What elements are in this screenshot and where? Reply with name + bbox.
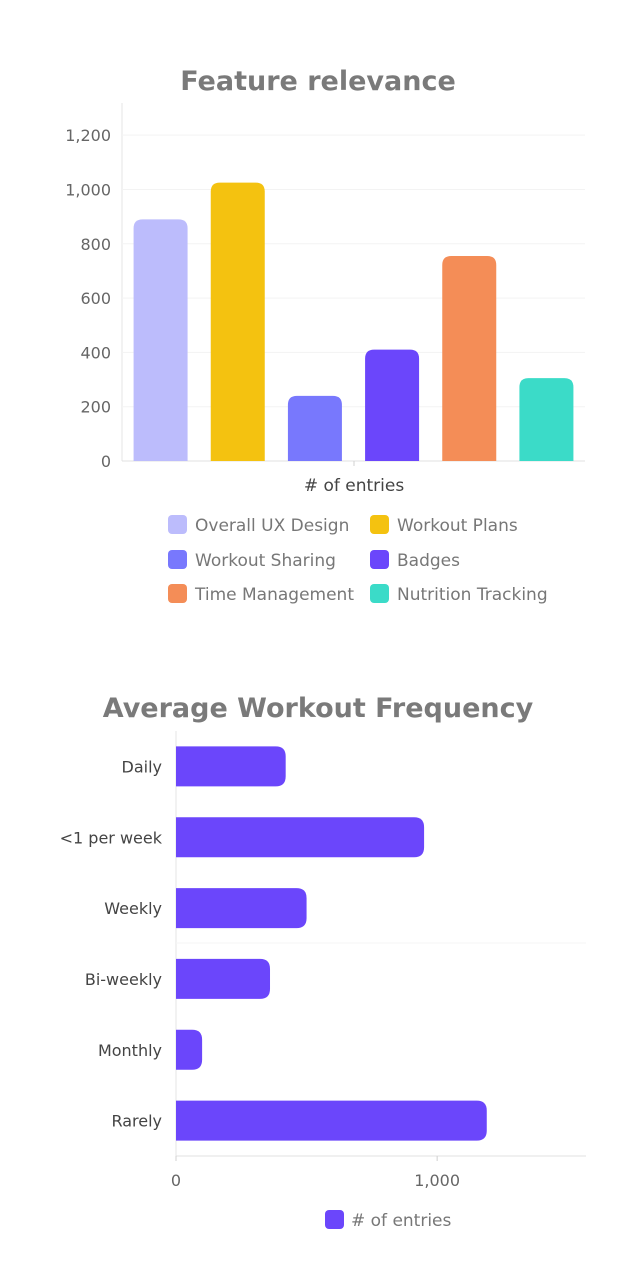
bar-time-management [442, 255, 497, 461]
bar-badges [365, 349, 420, 461]
y-tick-label: 600 [80, 289, 111, 308]
bar-workout-plans [210, 182, 265, 461]
y-tick-label: 200 [80, 398, 111, 417]
y-tick-label: Weekly [104, 899, 162, 918]
legend-label: Time Management [194, 585, 354, 605]
legend-label: Workout Plans [397, 516, 518, 536]
bar-workout-sharing [287, 395, 342, 461]
legend-swatch [168, 550, 187, 569]
y-tick-label: Rarely [111, 1112, 162, 1131]
legend-label: Badges [397, 551, 460, 571]
y-tick-label: 800 [80, 235, 111, 254]
y-tick-label: <1 per week [60, 828, 163, 847]
y-tick-label: Monthly [98, 1041, 162, 1060]
legend-swatch [168, 515, 187, 534]
bar-weekly [176, 888, 307, 929]
legend-label: Nutrition Tracking [397, 585, 548, 605]
x-axis-label: # of entries [304, 476, 405, 496]
y-tick-label: 1,200 [65, 126, 111, 145]
bar-nutrition-tracking [519, 378, 574, 461]
legend-swatch [325, 1210, 344, 1229]
y-tick-label: 400 [80, 343, 111, 362]
y-tick-label: Daily [122, 757, 162, 776]
bar-rarely [176, 1100, 487, 1141]
legend-swatch [370, 550, 389, 569]
feature-relevance-chart: Feature relevance 0 200 400 600 800 1,000 1,20… [65, 66, 585, 605]
y-tick-label: Bi-weekly [85, 970, 162, 989]
legend-swatch [370, 515, 389, 534]
bar-monthly [176, 1029, 203, 1070]
bar-daily [176, 746, 286, 787]
x-tick-label: 0 [171, 1171, 181, 1190]
legend-label: Overall UX Design [195, 516, 349, 536]
legend-label: # of entries [351, 1211, 452, 1231]
y-tick-label: 0 [101, 452, 111, 471]
bar-overall-ux-design [133, 219, 188, 461]
x-tick-label: 1,000 [414, 1171, 460, 1190]
legend-swatch [370, 584, 389, 603]
legend-label: Workout Sharing [195, 551, 336, 571]
legend-swatch [168, 584, 187, 603]
bar-bi-weekly [176, 958, 271, 999]
chart-title: Feature relevance [180, 66, 456, 97]
bar--1-per-week [176, 817, 425, 858]
y-tick-label: 1,000 [65, 180, 111, 199]
chart-title: Average Workout Frequency [103, 693, 534, 724]
workout-frequency-chart: Average Workout Frequency Daily <1 per we… [60, 693, 586, 1231]
